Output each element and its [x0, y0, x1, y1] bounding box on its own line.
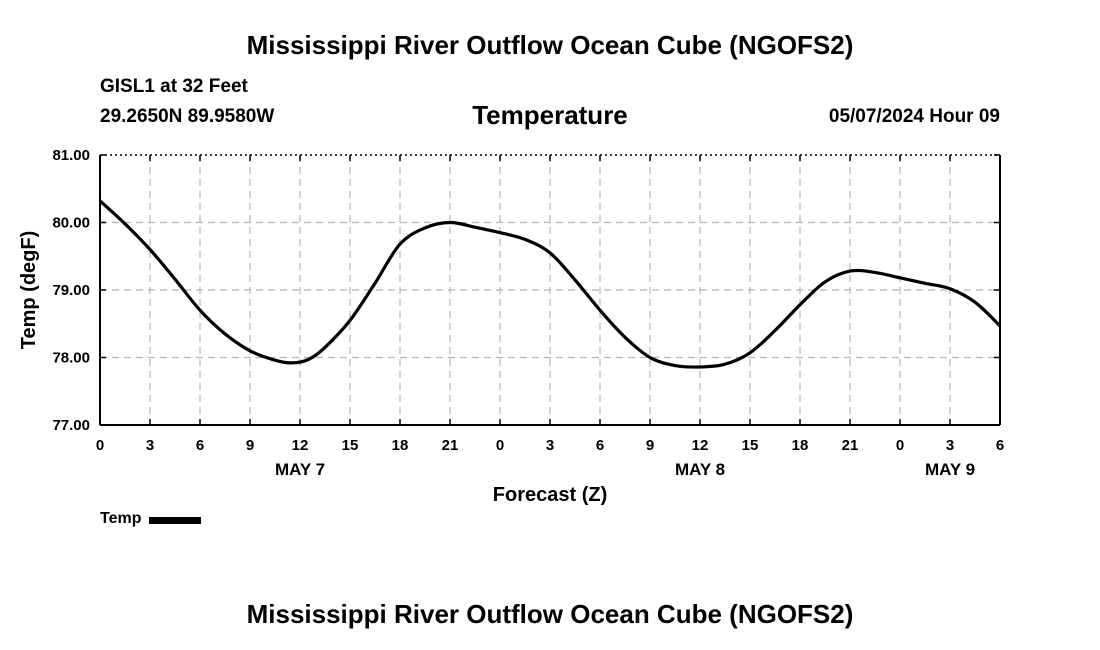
date-label: MAY 7	[275, 460, 325, 479]
legend: Temp	[100, 510, 202, 528]
parameter-title: Temperature	[472, 100, 628, 130]
x-tick-label: 6	[196, 437, 204, 454]
footer-title: Mississippi River Outflow Ocean Cube (NG…	[246, 599, 854, 629]
x-tick-label: 12	[692, 437, 709, 454]
x-tick-label: 18	[792, 437, 809, 454]
x-tick-label: 21	[442, 437, 459, 454]
x-tick-label: 12	[292, 437, 309, 454]
x-tick-label: 15	[342, 437, 359, 454]
y-tick-label: 77.00	[52, 417, 90, 434]
datetime-label: 05/07/2024 Hour 09	[828, 106, 1000, 127]
x-tick-label: 0	[896, 437, 904, 454]
x-tick-label: 3	[546, 437, 554, 454]
chart-title: Mississippi River Outflow Ocean Cube (NG…	[246, 30, 854, 60]
x-tick-label: 15	[742, 437, 759, 454]
date-label: MAY 8	[675, 460, 725, 479]
x-tick-label: 9	[646, 437, 654, 454]
coordinates-label: 29.2650N 89.9580W	[100, 106, 275, 127]
y-tick-label: 79.00	[52, 282, 90, 299]
x-tick-label: 0	[96, 437, 104, 454]
x-tick-label: 9	[246, 437, 254, 454]
x-tick-label: 3	[146, 437, 154, 454]
x-tick-label: 6	[596, 437, 604, 454]
x-tick-label: 0	[496, 437, 504, 454]
station-label: GISL1 at 32 Feet	[100, 76, 248, 97]
y-tick-label: 78.00	[52, 350, 90, 367]
x-tick-label: 21	[842, 437, 859, 454]
x-tick-label: 6	[996, 437, 1004, 454]
temp-series-line	[100, 199, 1000, 369]
y-axis-title: Temp (degF)	[18, 231, 40, 350]
y-tick-label: 80.00	[52, 215, 90, 232]
date-label: MAY 9	[925, 460, 975, 479]
x-tick-label: 18	[392, 437, 409, 454]
legend-swatch	[149, 516, 202, 524]
x-axis-title: Forecast (Z)	[493, 484, 607, 506]
legend-label: Temp	[100, 510, 142, 527]
x-tick-label: 3	[946, 437, 954, 454]
y-tick-label: 81.00	[52, 147, 90, 164]
